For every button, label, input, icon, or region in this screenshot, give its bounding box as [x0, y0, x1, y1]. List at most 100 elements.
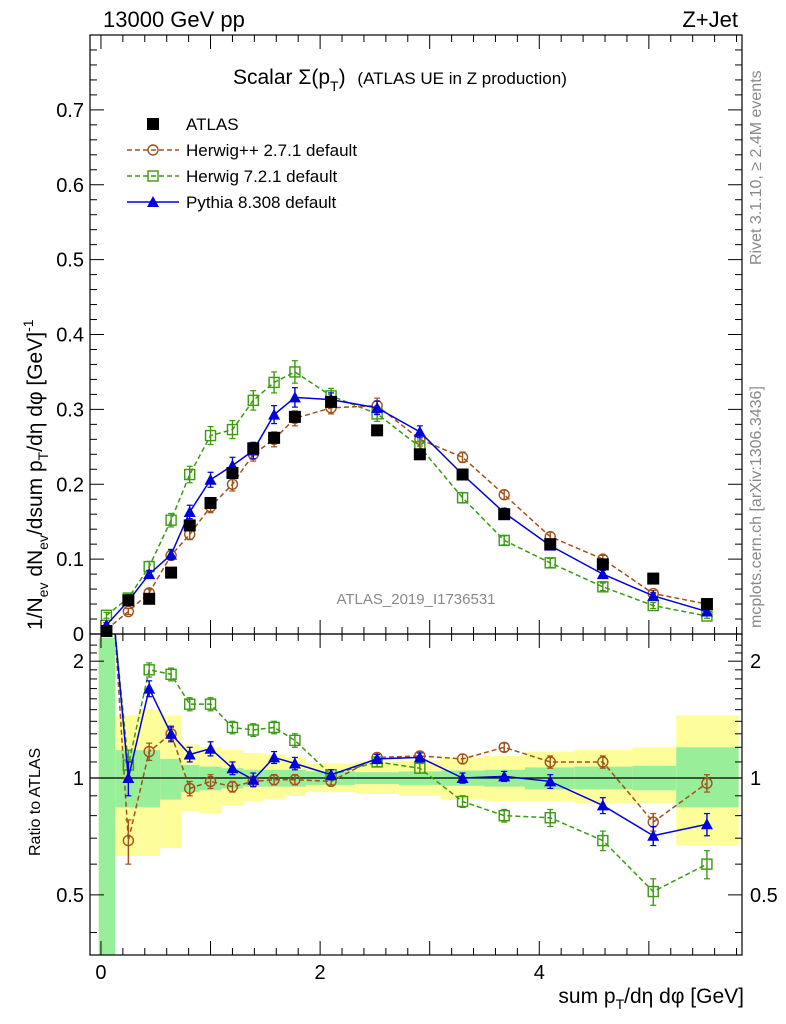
data-point	[700, 598, 713, 611]
data-point	[122, 772, 135, 784]
data-point	[143, 568, 156, 580]
legend-label: Herwig++ 2.7.1 default	[186, 141, 357, 160]
data-point	[597, 581, 609, 593]
data-point	[247, 394, 259, 407]
data-point	[268, 721, 280, 734]
data-point	[498, 534, 510, 547]
data-point	[596, 799, 609, 811]
data-point	[544, 812, 556, 824]
ratio-y-tick-label-right: 2	[750, 651, 761, 673]
header-right-label: Z+Jet	[682, 7, 738, 32]
data-point	[701, 858, 713, 870]
upper-y-axis-label: 1/Nev dNev/dsum pT/dη dφ [GeV]-1	[20, 319, 51, 630]
data-point	[288, 757, 301, 769]
data-point	[184, 468, 196, 481]
data-point	[289, 774, 301, 786]
series-herwig-7-2-1-default	[100, 360, 713, 622]
ratio-y-tick-label: 1	[73, 768, 84, 790]
data-point	[647, 829, 660, 841]
y-tick-label: 0	[73, 624, 84, 646]
y-tick-label: 0.4	[56, 325, 84, 347]
data-point	[165, 548, 178, 560]
data-point	[456, 451, 469, 463]
ratio-y-tick-label-right: 1	[750, 768, 761, 790]
legend-item: Pythia 8.308 default	[127, 193, 337, 212]
data-point	[226, 467, 239, 480]
data-point	[268, 774, 280, 786]
data-point	[204, 473, 217, 485]
data-point	[498, 770, 511, 782]
data-point	[147, 170, 159, 182]
data-point	[204, 775, 217, 788]
x-tick-label: 0	[95, 962, 106, 984]
title-close: )	[339, 66, 346, 89]
data-point	[288, 410, 301, 423]
rivet-version-label: Rivet 3.1.10, ≥ 2.4M events	[748, 70, 765, 265]
legend: ATLAS Herwig++ 2.7.1 default Herwig 7.2.1 …	[127, 115, 357, 212]
ratio-panel-frame	[89, 633, 743, 956]
ratio-y-axis-label: Ratio to ATLAS	[27, 748, 44, 856]
svg-text:Scalar Σ(pT) (ATLAS UE i: Scalar Σ(pT) (ATLAS UE in Z production)	[233, 66, 567, 94]
data-point	[288, 391, 301, 403]
data-point	[183, 505, 196, 517]
x-tick-label: 4	[534, 962, 545, 984]
data-point	[183, 748, 196, 760]
legend-label: ATLAS	[186, 115, 239, 134]
title-main: Scalar Σ(p	[233, 66, 330, 89]
data-point	[183, 519, 196, 532]
legend-label: Herwig 7.2.1 default	[186, 167, 337, 186]
y-tick-label: 0.6	[56, 175, 84, 197]
data-point	[597, 756, 609, 768]
data-point	[701, 777, 713, 789]
data-point	[647, 885, 659, 898]
legend-item: Herwig++ 2.7.1 default	[127, 141, 357, 160]
data-point	[413, 425, 426, 437]
data-point	[165, 668, 177, 681]
data-point	[268, 751, 281, 763]
upper-series-layer	[100, 360, 713, 638]
data-point	[544, 557, 556, 569]
data-point	[247, 442, 260, 455]
data-point	[100, 625, 113, 638]
data-point	[456, 492, 469, 504]
data-point	[226, 721, 239, 734]
data-point	[204, 496, 217, 509]
data-point	[268, 431, 281, 444]
data-point	[700, 605, 713, 617]
data-point	[184, 698, 196, 710]
data-point	[204, 429, 217, 442]
data-point	[147, 118, 159, 130]
stat-uncertainty-band	[98, 637, 116, 955]
ratio-y-tick-label: 2	[73, 651, 84, 673]
header-left-label: 13000 GeV pp	[103, 7, 245, 32]
data-point	[456, 772, 469, 784]
data-point	[498, 741, 510, 753]
data-point	[122, 834, 135, 847]
data-point	[596, 568, 609, 580]
data-point	[498, 508, 511, 521]
data-point	[456, 795, 469, 808]
data-point	[325, 768, 338, 780]
data-point	[165, 727, 178, 739]
data-point	[544, 775, 557, 787]
data-point	[165, 566, 178, 579]
chart-title: Scalar Σ(pT) (ATLAS UE in Z production)	[233, 66, 567, 94]
data-point	[147, 196, 159, 207]
data-point	[289, 366, 301, 378]
stat-uncertainty-band	[160, 758, 181, 800]
data-point	[498, 809, 510, 822]
data-point	[456, 753, 469, 765]
data-point	[371, 752, 384, 764]
title-extra: (ATLAS UE in Z production)	[357, 69, 566, 88]
legend-item: ATLAS	[147, 115, 239, 134]
data-point	[247, 773, 260, 785]
y-tick-label: 0.1	[56, 549, 84, 571]
data-point	[597, 834, 609, 847]
data-point	[700, 818, 713, 830]
data-point	[143, 664, 155, 676]
x-tick-label: 2	[315, 962, 326, 984]
data-point	[268, 408, 281, 420]
data-point	[647, 572, 660, 585]
data-point	[143, 682, 156, 694]
